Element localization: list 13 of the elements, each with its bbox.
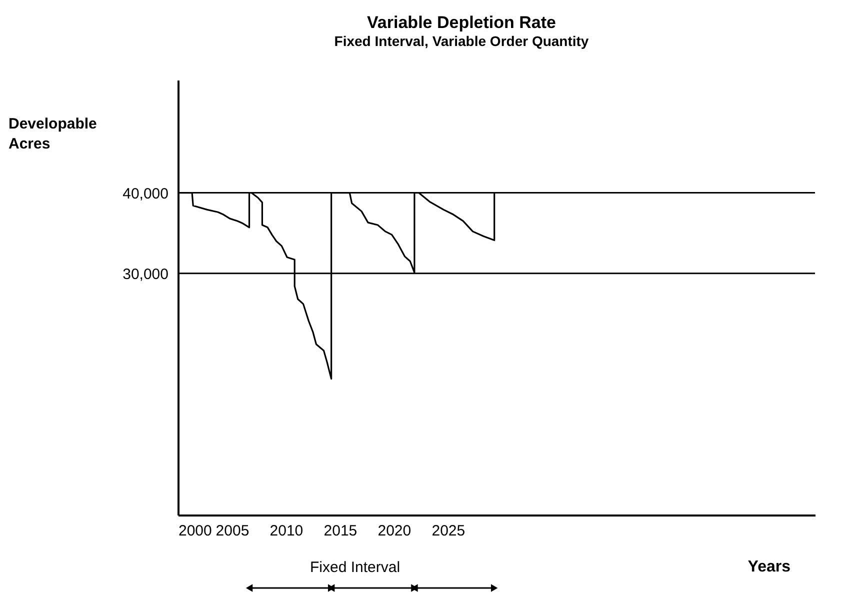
chart-title: Variable Depletion Rate <box>367 13 556 32</box>
y-tick-label: 30,000 <box>122 266 168 283</box>
x-tick-label: 2005 <box>216 522 250 540</box>
chart-subtitle: Fixed Interval, Variable Order Quantity <box>334 33 589 49</box>
x-tick-label: 2015 <box>324 522 358 540</box>
y-tick-label: 40,000 <box>122 185 168 202</box>
x-tick-label: 2000 <box>178 522 212 540</box>
x-tick-label: 2020 <box>378 522 412 540</box>
y-axis-title: Developable Acres <box>8 116 97 152</box>
text: Fixed Interval <box>310 559 400 576</box>
x-tick-label: 2010 <box>270 522 304 540</box>
x-axis-title: Years <box>748 558 791 576</box>
x-tick-label: 2025 <box>432 522 466 540</box>
